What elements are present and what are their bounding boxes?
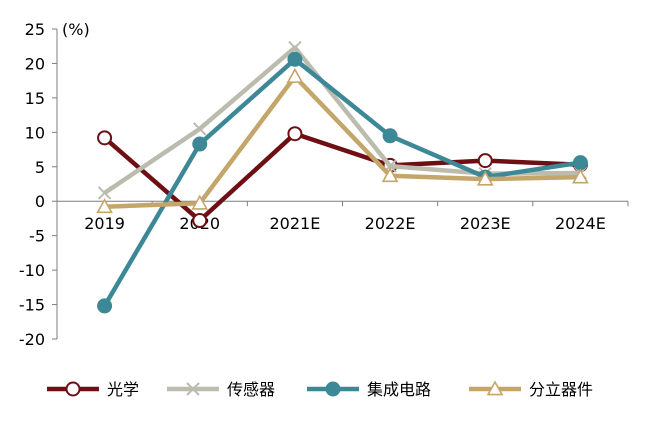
data-point <box>288 40 302 55</box>
data-point <box>572 168 589 184</box>
data-point <box>287 51 303 67</box>
series-line <box>102 57 581 308</box>
data-point <box>191 194 209 210</box>
data-point <box>97 298 113 314</box>
legend-label: 分立器件 <box>529 380 593 399</box>
data-point <box>572 155 588 171</box>
x-tick-label: 2022E <box>365 214 416 233</box>
legend-label: 光学 <box>107 380 139 399</box>
series-line <box>104 74 581 209</box>
legend: 光学 传感器 集成电路 分立器件 <box>47 380 593 399</box>
data-point <box>97 186 112 200</box>
y-tick-label: -15 <box>19 296 45 315</box>
x-tick-label: 2019 <box>84 214 125 233</box>
y-unit-label: (%) <box>62 20 90 39</box>
data-point <box>287 126 303 142</box>
axes: 2520151050-5-10-15-20(%)201920202021E202… <box>19 20 629 349</box>
y-tick-label: -5 <box>29 227 45 246</box>
legend-label: 传感器 <box>227 380 275 399</box>
y-tick-label: 5 <box>35 158 45 177</box>
legend-marker <box>486 380 504 396</box>
series-line <box>103 131 581 223</box>
series-layer <box>96 40 589 314</box>
series-4 <box>96 67 589 214</box>
data-point <box>97 130 113 146</box>
data-point <box>382 128 398 144</box>
data-point <box>477 153 493 169</box>
data-point <box>286 67 304 83</box>
data-point <box>96 198 113 214</box>
y-tick-label: 20 <box>25 54 45 73</box>
y-tick-label: 25 <box>25 20 45 39</box>
y-tick-label: 10 <box>25 123 45 142</box>
legend-label: 集成电路 <box>367 380 431 399</box>
x-tick-label: 2021E <box>270 214 321 233</box>
series-3 <box>97 51 588 314</box>
data-point <box>193 122 207 136</box>
series-line <box>103 45 581 195</box>
legend-item: 光学 <box>47 380 139 399</box>
x-tick-label: 2023E <box>460 214 511 233</box>
y-tick-label: -20 <box>19 330 45 349</box>
legend-item: 传感器 <box>167 380 275 399</box>
x-tick-label: 2024E <box>555 214 606 233</box>
legend-marker <box>186 382 200 396</box>
legend-marker <box>65 381 81 397</box>
data-point <box>476 170 494 186</box>
data-point <box>381 167 399 183</box>
data-point <box>192 136 208 152</box>
data-point <box>192 213 208 229</box>
legend-item: 集成电路 <box>307 380 431 399</box>
series-2 <box>97 40 588 200</box>
legend-marker <box>325 381 341 397</box>
y-tick-label: 15 <box>25 89 45 108</box>
y-tick-label: -10 <box>19 261 45 280</box>
legend-item: 分立器件 <box>469 380 593 399</box>
y-tick-label: 0 <box>35 192 45 211</box>
